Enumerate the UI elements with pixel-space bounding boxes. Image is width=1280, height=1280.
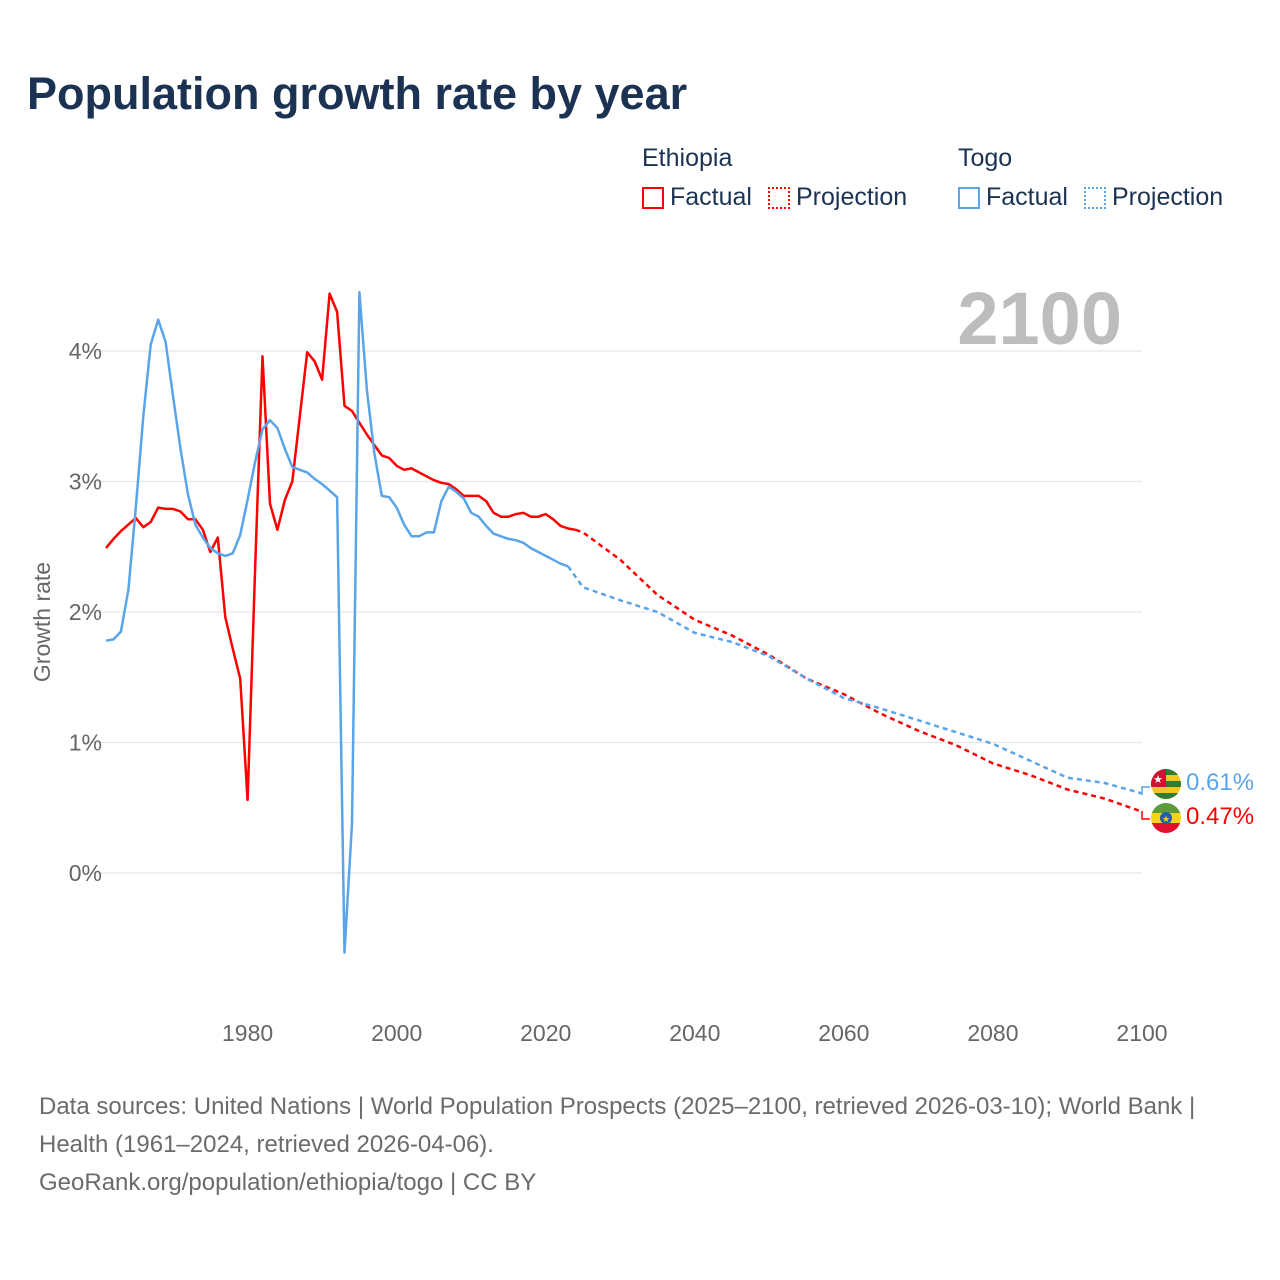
current-year-watermark: 2100 [957, 277, 1122, 360]
togo-flag-icon: ★ [1151, 769, 1181, 799]
legend-label: Projection [795, 183, 908, 211]
legend-item-ethiopia-projection[interactable]: Projection [767, 183, 908, 212]
ethiopia-connector [1141, 811, 1150, 820]
legend-item-togo-projection[interactable]: Projection [1083, 183, 1224, 212]
legend-swatch-dotted-icon [767, 186, 790, 209]
x-tick-label: 2100 [1116, 1020, 1167, 1046]
x-tick-label: 2060 [818, 1020, 869, 1046]
svg-text:★: ★ [1162, 814, 1170, 824]
legend-label: Factual [670, 183, 752, 211]
legend-group-name: Togo [958, 144, 1013, 172]
legend-group-name: Ethiopia [642, 144, 733, 172]
series-line-ethiopia-projection [575, 528, 1143, 813]
y-tick-label: 3% [69, 469, 102, 495]
ethiopia-flag-icon: ★ [1151, 803, 1181, 833]
footer: Data sources: United Nations | World Pop… [39, 1088, 1239, 1202]
togo-connector [1141, 786, 1150, 795]
series-line-togo-factual [105, 291, 569, 954]
legend-item-togo-factual[interactable]: Factual [958, 183, 1068, 212]
data-sources: Data sources: United Nations | World Pop… [39, 1093, 1196, 1158]
x-tick-label: 2020 [520, 1020, 571, 1046]
y-tick-label: 1% [69, 730, 102, 756]
x-tick-label: 1980 [222, 1020, 273, 1046]
x-tick-label: 2000 [371, 1020, 422, 1046]
series-line-ethiopia-factual [105, 292, 576, 802]
legend-label: Factual [986, 183, 1068, 211]
ethiopia-end-value: 0.47% [1186, 803, 1255, 830]
series-line-togo-projection [567, 565, 1143, 795]
y-tick-label: 0% [69, 860, 102, 886]
togo-end-value: 0.61% [1186, 769, 1255, 796]
legend-swatch-solid-icon [958, 186, 980, 209]
legend-group-ethiopia: Ethiopia Factual Projection [642, 144, 907, 212]
legend-swatch-solid-icon [642, 186, 664, 209]
y-tick-label: 2% [69, 599, 102, 625]
x-tick-label: 2080 [967, 1020, 1018, 1046]
legend-label: Projection [1111, 183, 1224, 211]
legend-swatch-dotted-icon [1083, 186, 1106, 209]
legend-group-togo: Togo Factual Projection [958, 144, 1223, 212]
legend-item-ethiopia-factual[interactable]: Factual [642, 183, 752, 212]
y-axis-label: Growth rate [29, 562, 55, 682]
y-tick-label: 4% [69, 338, 102, 364]
x-tick-label: 2040 [669, 1020, 720, 1046]
svg-text:★: ★ [1153, 774, 1163, 786]
chart-title: Population growth rate by year [27, 68, 688, 119]
credit-link[interactable]: GeoRank.org/population/ethiopia/togo | C… [39, 1169, 537, 1196]
